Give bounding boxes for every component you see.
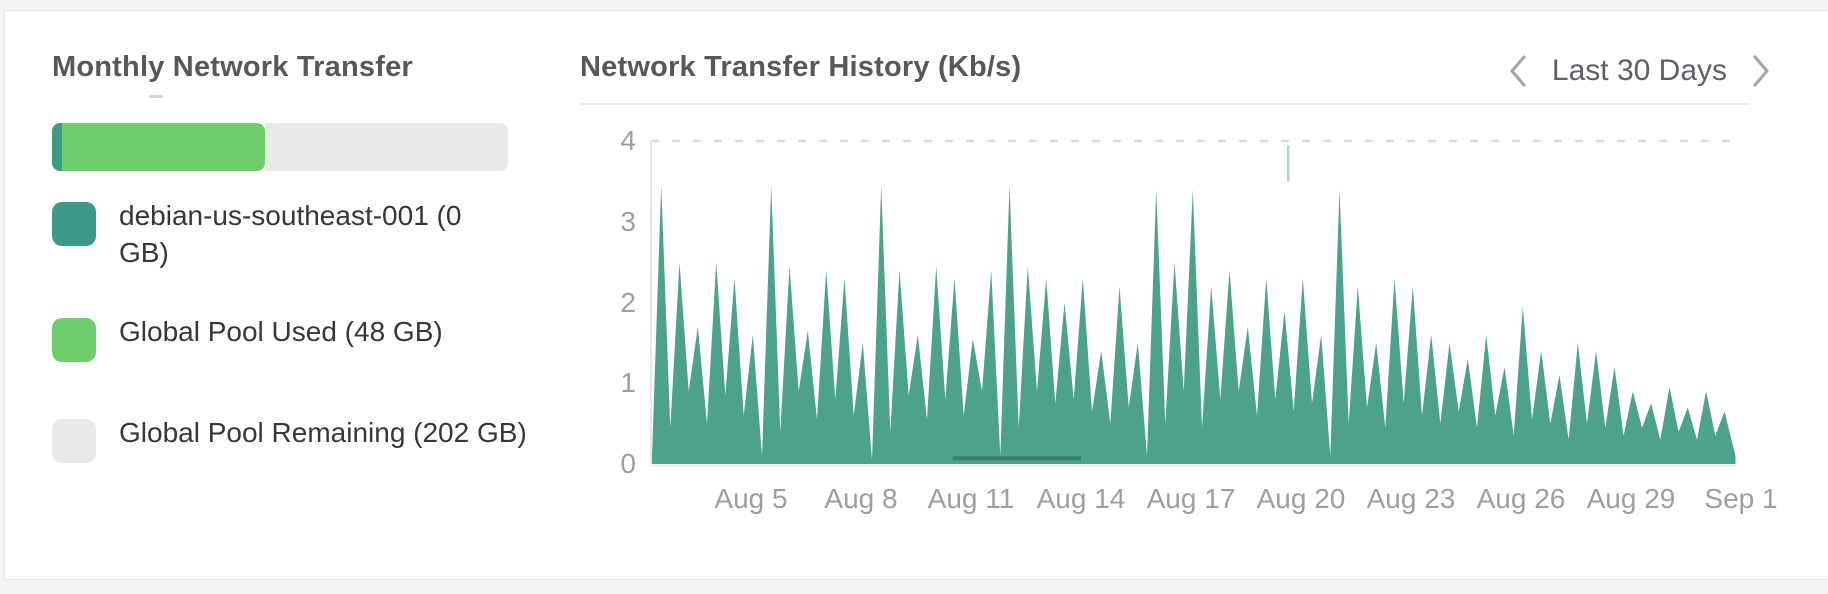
chevron-left-icon — [1510, 55, 1526, 87]
header-divider — [580, 103, 1750, 105]
y-axis-label: 1 — [620, 367, 636, 399]
y-axis-label: 2 — [620, 286, 636, 318]
monthly-transfer-title: Monthly Network Transfer — [52, 51, 413, 83]
y-axis-label: 0 — [620, 448, 636, 479]
x-axis-labels: Aug 5 Aug 8 Aug 11 Aug 14 Aug 17 Aug 20 Aug 23… — [641, 483, 1777, 523]
next-range-button[interactable] — [1749, 53, 1773, 89]
x-axis-label: Aug 5 — [714, 483, 788, 514]
legend-label: Global Pool Used (48 GB) — [119, 316, 443, 347]
y-axis-label: 3 — [620, 205, 636, 237]
x-axis-label: Aug 29 — [1586, 483, 1676, 514]
transfer-history-chart[interactable] — [641, 137, 1745, 477]
legend-swatch-pool-remaining — [52, 419, 96, 463]
y-axis-label: 4 — [620, 125, 636, 156]
legend-swatch-instance — [52, 202, 96, 246]
bar-segment-instance — [52, 123, 63, 171]
network-transfer-card: Monthly Network Transfer debian-us-south… — [4, 10, 1828, 580]
legend-item-instance: debian-us-southeast-001 (0 GB) — [52, 197, 582, 271]
legend-swatch-pool-used — [52, 318, 96, 362]
prev-range-button[interactable] — [1506, 53, 1530, 89]
x-axis-label: Aug 11 — [927, 483, 1015, 514]
x-axis-label: Aug 14 — [1036, 483, 1126, 514]
x-axis-label: Aug 20 — [1256, 483, 1346, 514]
transfer-legend: debian-us-southeast-001 (0 GB) Global Po… — [52, 197, 582, 463]
area-series — [652, 185, 1736, 464]
monthly-transfer-panel: Monthly Network Transfer debian-us-south… — [5, 11, 565, 579]
legend-label: Global Pool Remaining (202 GB) — [119, 417, 527, 448]
bar-segment-pool-remaining — [265, 123, 508, 171]
x-axis-label: Aug 17 — [1146, 483, 1236, 514]
y-axis-labels: 0 1 2 3 4 — [580, 125, 636, 479]
date-range-control: Last 30 Days — [1506, 47, 1773, 95]
x-axis-label: Aug 26 — [1476, 483, 1566, 514]
transfer-history-panel: Network Transfer History (Kb/s) Last 30 … — [565, 11, 1828, 579]
x-axis-label: Aug 8 — [824, 483, 898, 514]
legend-item-pool-remaining: Global Pool Remaining (202 GB) — [52, 414, 582, 463]
transfer-history-title: Network Transfer History (Kb/s) — [580, 51, 1022, 83]
legend-label: debian-us-southeast-001 (0 GB) — [119, 200, 462, 268]
title-underline-artifact — [149, 95, 163, 98]
x-axis-label: Aug 23 — [1366, 483, 1456, 514]
x-axis-label: Sep 1 — [1704, 483, 1778, 514]
range-label: Last 30 Days — [1551, 54, 1727, 87]
chevron-right-icon — [1753, 55, 1769, 87]
transfer-usage-bar — [52, 123, 508, 171]
bar-segment-pool-used — [62, 123, 266, 171]
legend-item-pool-used: Global Pool Used (48 GB) — [52, 313, 582, 362]
